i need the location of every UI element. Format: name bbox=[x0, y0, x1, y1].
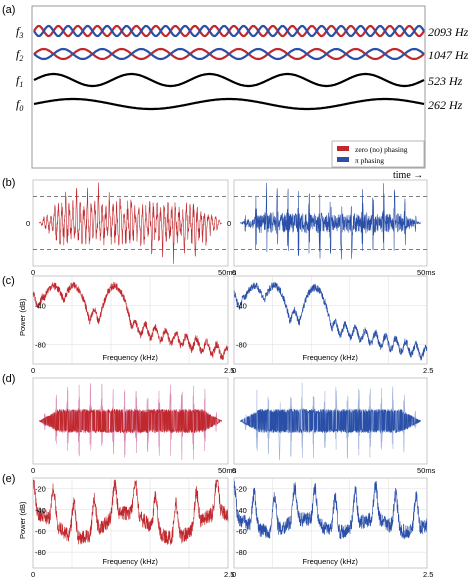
subplot-e-pi: 0 2.5 -20 -40 -60 -80 Frequency (kHz) bbox=[232, 477, 433, 579]
row-freq-f2: 1047 Hz bbox=[428, 48, 469, 62]
panel-a-frame bbox=[31, 5, 426, 169]
x-axis-label: Frequency (kHz) bbox=[103, 353, 159, 362]
x-tick-label-min: 0 bbox=[232, 268, 236, 277]
row-label-f3: f3 bbox=[16, 24, 23, 40]
subplot-frame bbox=[233, 179, 428, 267]
x-tick-label-min: 0 bbox=[232, 466, 236, 475]
row-freq-f3: 2093 Hz bbox=[428, 25, 469, 39]
waveform-trace bbox=[239, 408, 422, 434]
legend-swatch-zero bbox=[337, 146, 349, 151]
spectrum-trace bbox=[32, 479, 229, 545]
y-tick-label: -60 bbox=[236, 527, 247, 536]
x-tick-label-max: 2.5 bbox=[423, 366, 433, 375]
time-axis-label: time → bbox=[393, 170, 423, 181]
x-tick-label-max: 50ms bbox=[417, 466, 436, 475]
subplot-d-zero: 0 50ms bbox=[31, 377, 237, 475]
wave-f3-pi bbox=[33, 24, 425, 38]
subplot-frame bbox=[32, 179, 229, 267]
x-tick-label-min: 0 bbox=[31, 466, 35, 475]
subplot-frame bbox=[32, 275, 229, 365]
x-tick-label-min: 0 bbox=[31, 366, 35, 375]
row-label-subscript: 1 bbox=[19, 80, 23, 89]
y-tick-label: -80 bbox=[236, 340, 247, 349]
wave-f1-zero bbox=[33, 72, 425, 88]
panel-a-plot: f3 2093 Hz f2 1047 Hz f1 523 Hz f0 262 Hz bbox=[16, 24, 469, 113]
y-tick-label: -80 bbox=[35, 548, 46, 557]
row-label-f2: f2 bbox=[16, 47, 23, 63]
x-axis-label: Frequency (kHz) bbox=[103, 557, 159, 566]
legend-swatch-pi bbox=[337, 157, 349, 162]
spectrum-trace bbox=[233, 281, 428, 361]
y-tick-label: -20 bbox=[35, 485, 46, 494]
panel-label-d: (d) bbox=[2, 373, 15, 385]
x-tick-label-max: 50ms bbox=[218, 466, 237, 475]
y-axis-label: Power (dB) bbox=[18, 501, 27, 539]
subplot-d-pi: 0 50ms bbox=[232, 377, 436, 475]
y-tick-label: -80 bbox=[236, 548, 247, 557]
y-tick-label: -80 bbox=[35, 340, 46, 349]
subplot-frame bbox=[233, 377, 428, 465]
x-tick-label-min: 0 bbox=[31, 570, 35, 579]
row-freq-f0: 262 Hz bbox=[428, 98, 463, 112]
subplot-frame bbox=[233, 275, 428, 365]
x-tick-label-max: 2.5 bbox=[224, 570, 234, 579]
row-label-subscript: 2 bbox=[19, 54, 23, 63]
wave-f0-zero bbox=[33, 97, 425, 111]
y-tick-label: -40 bbox=[236, 506, 247, 515]
y-tick-label: -20 bbox=[236, 485, 247, 494]
subplot-c-pi: 0 2.5 -40 -80 Frequency (kHz) bbox=[232, 275, 433, 375]
x-tick-label-max: 50ms bbox=[218, 268, 237, 277]
spectrum-trace bbox=[233, 480, 428, 540]
x-tick-label-max: 2.5 bbox=[224, 366, 234, 375]
row-freq-f1: 523 Hz bbox=[428, 74, 463, 88]
panel-label-e: (e) bbox=[2, 473, 15, 485]
y-tick-label: 0 bbox=[227, 219, 231, 228]
subplot-frame bbox=[233, 477, 428, 569]
row-label-subscript: 0 bbox=[19, 104, 23, 113]
row-label-f0: f0 bbox=[16, 97, 23, 113]
wave-f2-pi bbox=[33, 47, 425, 61]
legend-label-zero: zero (no) phasing bbox=[355, 145, 408, 154]
waveform-trace bbox=[38, 182, 222, 264]
panel-label-a: (a) bbox=[2, 4, 15, 16]
x-tick-label-min: 0 bbox=[31, 268, 35, 277]
y-tick-label: 0 bbox=[26, 219, 30, 228]
waveform-trace bbox=[38, 408, 223, 434]
panel-a-legend: zero (no) phasing π phasing bbox=[331, 140, 425, 168]
x-tick-label-max: 2.5 bbox=[423, 570, 433, 579]
legend-label-pi: π phasing bbox=[355, 156, 384, 165]
x-axis-label: Frequency (kHz) bbox=[303, 353, 359, 362]
y-axis-label: Power (dB) bbox=[18, 298, 27, 336]
spectrum-trace bbox=[32, 281, 229, 360]
x-axis-label: Frequency (kHz) bbox=[303, 557, 359, 566]
panel-label-c: (c) bbox=[2, 275, 15, 287]
subplot-frame bbox=[32, 377, 229, 465]
subplot-frame bbox=[32, 477, 229, 569]
y-tick-label: -40 bbox=[236, 301, 247, 310]
x-tick-label-min: 0 bbox=[232, 366, 236, 375]
x-tick-label-max: 50ms bbox=[417, 268, 436, 277]
panel-label-b: (b) bbox=[2, 177, 15, 189]
subplot-b-pi: 0 50ms 0 bbox=[227, 179, 436, 277]
x-tick-label-min: 0 bbox=[232, 570, 236, 579]
y-tick-label: -40 bbox=[35, 301, 46, 310]
y-tick-label: -60 bbox=[35, 527, 46, 536]
row-label-f1: f1 bbox=[16, 73, 23, 89]
row-label-subscript: 3 bbox=[18, 31, 23, 40]
waveform-trace bbox=[239, 182, 421, 260]
y-tick-label: -40 bbox=[35, 506, 46, 515]
